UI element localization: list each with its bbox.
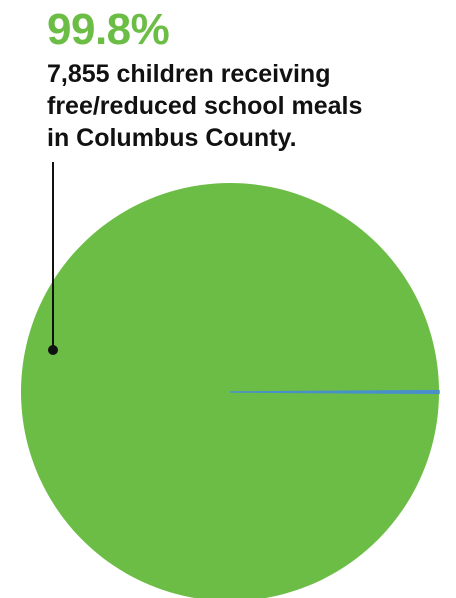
caption-line-2: free/reduced school meals <box>47 92 363 120</box>
pie-slice-major <box>21 183 439 598</box>
callout-leader-dot <box>48 345 58 355</box>
caption-line-3: in Columbus County. <box>47 124 297 152</box>
pie-slice-minor <box>229 389 440 395</box>
caption-line-1: 7,855 children receiving <box>47 60 331 88</box>
headline-percentage: 99.8% <box>47 5 170 54</box>
pie-slices <box>21 183 440 598</box>
chart-caption: 7,855 children receiving free/reduced sc… <box>47 58 447 154</box>
